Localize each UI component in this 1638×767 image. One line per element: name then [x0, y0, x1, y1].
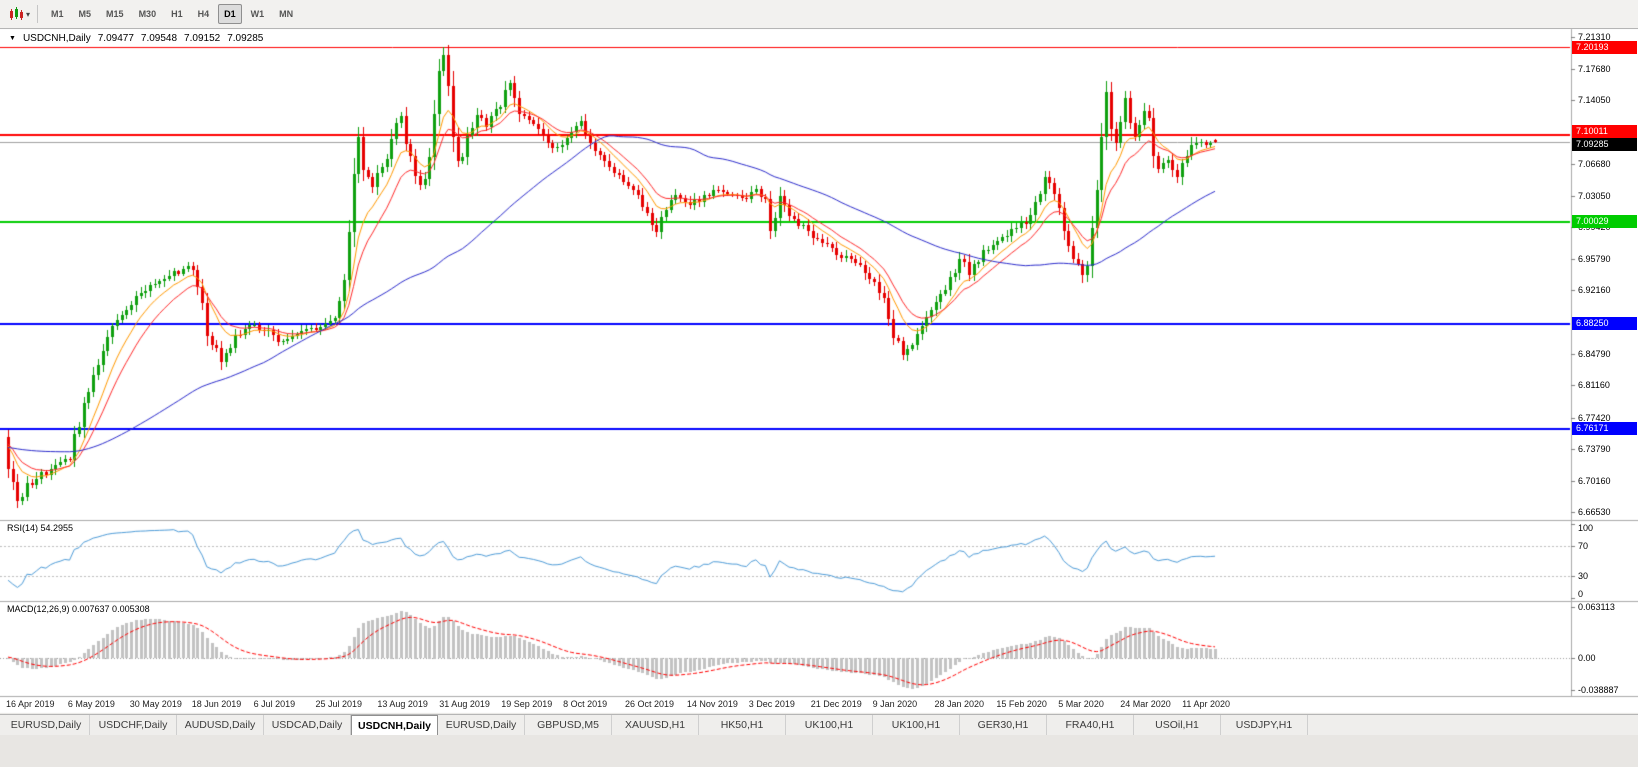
price-tick-label: 7.14050 [1578, 95, 1611, 106]
date-label: 18 Jun 2019 [191, 699, 242, 709]
chart-tab-usdcad-daily[interactable]: USDCAD,Daily [264, 715, 351, 735]
price-level-badge: 7.09285 [1572, 138, 1637, 152]
timeframe-button-d1[interactable]: D1 [218, 4, 242, 24]
timeframes-toolbar: ▾ M1 M5 M15 M30 H1 H4 D1 W1 MN [0, 0, 1638, 29]
chart-tab-usdchf-daily[interactable]: USDCHF,Daily [90, 715, 177, 735]
toolbar-separator [37, 5, 39, 23]
date-label: 5 Mar 2020 [1058, 699, 1104, 709]
price-tick-label: 6.92160 [1578, 285, 1611, 296]
date-label: 6 Jul 2019 [253, 699, 296, 709]
chart-tab-hk50-h1[interactable]: HK50,H1 [699, 715, 786, 735]
macd-scale-label: -0.038887 [1578, 685, 1619, 695]
price-level-badge: 7.20193 [1572, 40, 1637, 54]
collapse-triangle-icon[interactable]: ▼ [9, 35, 16, 42]
macd-scale-label: 0.063113 [1578, 602, 1615, 612]
date-label: 14 Nov 2019 [686, 699, 738, 709]
date-label: 28 Jan 2020 [934, 699, 985, 709]
price-tick-label: 6.84790 [1578, 348, 1611, 359]
date-label: 11 Apr 2020 [1182, 699, 1230, 709]
chart-tab-fra40-h1[interactable]: FRA40,H1 [1047, 715, 1134, 735]
date-label: 8 Oct 2019 [563, 699, 608, 709]
chart-tab-uk100-h1[interactable]: UK100,H1 [873, 715, 960, 735]
price-tick-label: 7.17680 [1578, 63, 1611, 74]
date-label: 30 May 2019 [129, 699, 182, 709]
timeframe-button-w1[interactable]: W1 [245, 4, 271, 24]
rsi-scale-label: 70 [1578, 541, 1589, 552]
timeframe-button-m1[interactable]: M1 [45, 4, 70, 24]
price-scale[interactable]: 7.213107.176807.140507.066807.030506.994… [1571, 29, 1638, 697]
price-tick-label: 6.77420 [1578, 412, 1611, 423]
chart-tab-usdjpy-h1[interactable]: USDJPY,H1 [1221, 715, 1308, 735]
date-label: 6 May 2019 [67, 699, 115, 709]
chart-tab-audusd-daily[interactable]: AUDUSD,Daily [177, 715, 264, 735]
date-label: 21 Dec 2019 [810, 699, 862, 709]
chart-tab-gbpusd-m5[interactable]: GBPUSD,M5 [525, 715, 612, 735]
ohlc-low: 7.09152 [184, 33, 221, 44]
timeframe-buttons: M1 M5 M15 M30 H1 H4 D1 W1 MN [45, 4, 299, 24]
date-label: 31 Aug 2019 [439, 699, 490, 709]
chart-tab-ger30-h1[interactable]: GER30,H1 [960, 715, 1047, 735]
date-label: 24 Mar 2020 [1120, 699, 1171, 709]
price-tick-label: 6.95790 [1578, 253, 1611, 264]
chart-tab-uk100-h1[interactable]: UK100,H1 [786, 715, 873, 735]
date-label: 19 Sep 2019 [501, 699, 553, 709]
price-tick-label: 6.70160 [1578, 475, 1611, 486]
chart-symbol-period: USDCNH,Daily [22, 33, 91, 44]
price-tick-label: 6.66530 [1578, 507, 1611, 518]
date-label: 26 Oct 2019 [625, 699, 675, 709]
timeframe-button-m15[interactable]: M15 [100, 4, 130, 24]
date-label: 16 Apr 2019 [6, 699, 55, 709]
rsi-indicator-label: RSI(14) 54.2955 [7, 523, 74, 533]
price-tick-label: 6.81160 [1578, 380, 1610, 391]
date-axis[interactable]: 16 Apr 2019 6 May 2019 30 May 2019 18 Jun 2… [0, 698, 1570, 713]
chart-tab-xauusd-h1[interactable]: XAUUSD,H1 [612, 715, 699, 735]
ohlc-close: 7.09285 [227, 33, 264, 44]
price-tick-label: 7.21310 [1578, 32, 1611, 43]
chart-tab-bar: EURUSD,Daily USDCHF,Daily AUDUSD,Daily USDC… [0, 714, 1638, 735]
timeframe-button-h1[interactable]: H1 [165, 4, 189, 24]
price-level-badge: 6.88250 [1572, 317, 1637, 331]
chart-tab-eurusd-daily[interactable]: EURUSD,Daily [438, 715, 525, 735]
price-tick-label: 7.06680 [1578, 159, 1611, 170]
price-tick-label: 7.03050 [1578, 190, 1611, 201]
chart-type-icon[interactable] [8, 7, 24, 21]
macd-scale-label: 0.00 [1578, 653, 1596, 664]
chart-type-caret-icon[interactable]: ▾ [26, 9, 31, 19]
timeframe-button-m30[interactable]: M30 [133, 4, 163, 24]
chart-title: ▼ USDCNH,Daily 7.09477 7.09548 7.09152 7… [9, 33, 263, 44]
rsi-scale-label: 0 [1578, 589, 1584, 599]
timeframe-button-mn[interactable]: MN [273, 4, 299, 24]
date-label: 3 Dec 2019 [748, 699, 795, 709]
date-label: 13 Aug 2019 [377, 699, 428, 709]
chart-tab-usdcnh-daily[interactable]: USDCNH,Daily [351, 715, 438, 735]
price-level-badge: 7.00029 [1572, 215, 1637, 229]
price-tick-label: 6.73790 [1578, 444, 1611, 455]
chart-tab-usoil-h1[interactable]: USOil,H1 [1134, 715, 1221, 735]
ohlc-high: 7.09548 [140, 33, 178, 44]
price-level-badge: 6.76171 [1572, 422, 1637, 436]
ohlc-open: 7.09477 [97, 33, 134, 44]
timeframe-button-h4[interactable]: H4 [192, 4, 216, 24]
rsi-scale-label: 30 [1578, 570, 1589, 581]
price-level-badge: 7.10011 [1572, 125, 1637, 139]
macd-indicator-label: MACD(12,26,9) 0.007637 0.005308 [7, 604, 150, 614]
chart-tab-eurusd-daily[interactable]: EURUSD,Daily [3, 715, 90, 735]
date-label: 25 Jul 2019 [315, 699, 363, 709]
date-label: 15 Feb 2020 [996, 699, 1047, 709]
date-label: 9 Jan 2020 [872, 699, 918, 709]
rsi-scale-label: 100 [1578, 523, 1594, 533]
timeframe-button-m5[interactable]: M5 [73, 4, 98, 24]
